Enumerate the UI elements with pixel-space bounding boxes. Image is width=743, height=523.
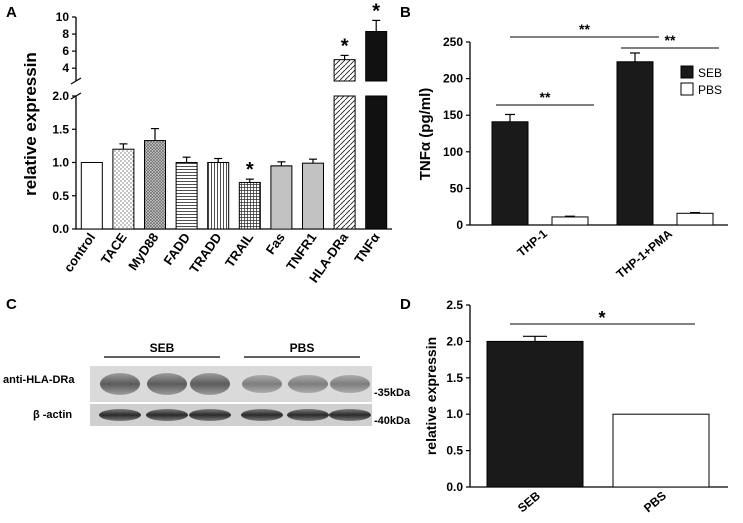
bar (238, 181, 261, 230)
y-tick-label: 0 (456, 218, 463, 232)
bar (207, 162, 230, 230)
bar (333, 95, 356, 230)
bar-pbs (551, 216, 589, 226)
y-tick-label: 200 (443, 72, 463, 86)
x-tick-label: PBS (641, 489, 669, 516)
bar (80, 162, 103, 230)
x-tick-label: THP-1 (514, 226, 550, 259)
x-tick-label: TNFα (351, 230, 382, 266)
bar (365, 31, 388, 82)
x-tick-label: Fas (263, 230, 288, 257)
y-tick-label: 100 (443, 145, 463, 159)
x-tick-label: control (61, 230, 99, 275)
x-tick-label: SEB (515, 488, 543, 515)
blot-band (287, 409, 329, 421)
blot-band (146, 409, 188, 421)
blot-band (100, 373, 140, 395)
blot-band (189, 409, 231, 421)
bar (112, 148, 135, 230)
y-axis-title: TNFα (pg/ml) (417, 88, 434, 181)
x-tick-label: TRADD (186, 230, 224, 276)
y-tick-label: 150 (443, 108, 463, 122)
y-tick-label: 0.5 (52, 189, 69, 203)
y-tick-label: 4 (62, 61, 69, 75)
bar (144, 140, 166, 230)
legend-label: PBS (698, 83, 722, 97)
legend-swatch (680, 82, 694, 96)
blot-group-label: PBS (290, 341, 315, 355)
significance-mark: ** (665, 32, 676, 48)
size-marker: -40kDa (374, 415, 411, 427)
bar (612, 413, 710, 488)
bar (365, 95, 388, 230)
significance-mark: ** (540, 89, 551, 105)
x-tick-label: TRAIL (222, 230, 256, 270)
bar (486, 340, 584, 488)
blot-band (288, 375, 328, 393)
blot-band (147, 373, 187, 395)
bar (302, 162, 324, 230)
y-tick-label: 0.5 (446, 444, 463, 458)
bar-seb (491, 121, 529, 226)
blot-band (330, 375, 370, 393)
y-tick-label: 1.5 (446, 371, 463, 385)
blot-row-label: β -actin (33, 409, 72, 421)
axis-break-mark (70, 77, 82, 85)
panel-label-a: A (6, 4, 17, 21)
y-tick-label: 50 (450, 181, 464, 195)
y-tick-label: 8 (62, 27, 69, 41)
legend-label: SEB (698, 66, 722, 80)
significance-star: * (341, 35, 349, 57)
significance-mark: ** (579, 21, 590, 37)
x-tick-label: FADD (160, 230, 193, 268)
chart-b: 0 50 100 150 200 250 TNFα (pg/ml) THP-1 THP-1+PM… (417, 21, 728, 281)
y-tick-label: 2.0 (52, 89, 69, 103)
y-tick-label: 1.0 (446, 407, 463, 421)
y-tick-label: 250 (443, 35, 463, 49)
bar (270, 165, 293, 230)
x-tick-label: THP-1+PMA (614, 226, 676, 281)
bar (175, 162, 198, 230)
y-axis-title: relative expressin (423, 337, 439, 455)
y-tick-label: 2.0 (446, 334, 463, 348)
blot-row-label: anti-HLA-DRa (3, 374, 75, 386)
bar (333, 59, 356, 82)
bar-break-gap (333, 82, 357, 95)
bar-pbs (676, 212, 714, 226)
blot-group-label: SEB (150, 341, 175, 355)
significance-mark: * (598, 308, 605, 328)
legend-swatch (680, 65, 694, 79)
blot-band (99, 409, 141, 421)
size-marker: -35kDa (374, 387, 411, 399)
significance-star: * (246, 159, 254, 181)
bar-break-gap (364, 82, 388, 95)
y-tick-label: 2.5 (446, 298, 463, 312)
y-tick-label: 0.0 (446, 480, 463, 494)
blot-band (241, 409, 283, 421)
y-axis-title: relative expressin (21, 52, 40, 196)
panel-label-c: C (6, 296, 17, 313)
panel-label-d: D (400, 296, 411, 313)
blot-band (329, 409, 371, 421)
significance-star: * (372, 0, 380, 22)
western-blot: SEB PBS anti-HLA-DRa β -actin -35kDa -40kDa (3, 341, 411, 427)
x-tick-label: MyD88 (125, 230, 161, 273)
y-tick-label: 10 (56, 10, 70, 24)
y-tick-label: 1.0 (52, 156, 69, 170)
y-tick-label: 6 (62, 44, 69, 58)
chart-d: 0.0 0.5 1.0 1.5 2.0 2.5 relative expressin SEB P… (423, 298, 728, 515)
panel-label-b: B (400, 4, 411, 21)
blot-band (242, 375, 282, 393)
blot-band (190, 373, 230, 395)
y-tick-label: 1.5 (52, 122, 69, 136)
bar-seb (616, 61, 654, 226)
x-tick-label: TACE (98, 230, 130, 267)
chart-a: 0.0 0.5 1.0 1.5 2.0 4 6 8 10 relative expressin co… (21, 0, 392, 285)
y-tick-label: 0.0 (52, 222, 69, 236)
